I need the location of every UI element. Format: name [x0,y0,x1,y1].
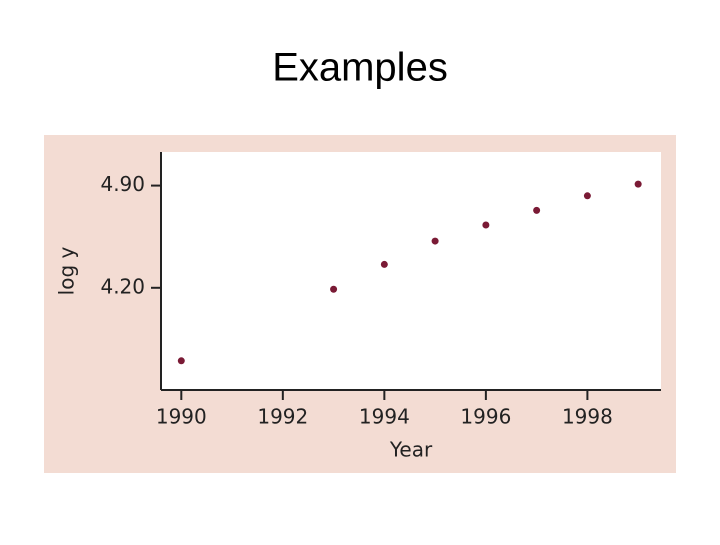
x-axis-label: Year [389,438,433,462]
x-tick-label: 1998 [562,405,613,429]
y-tick-label: 4.20 [100,274,145,298]
y-axis-label: log y [55,246,79,295]
data-point [177,357,185,365]
slide-title: Examples [272,46,448,90]
data-point [330,285,338,293]
data-point [380,260,388,268]
x-tick-label: 1992 [257,405,308,429]
y-tick-label: 4.90 [100,172,145,196]
data-point [482,221,490,229]
plot-area [161,152,661,390]
data-point [634,180,642,188]
data-point [533,206,541,214]
x-tick-label: 1994 [359,405,410,429]
data-point [583,192,591,200]
x-tick-label: 1996 [460,405,511,429]
x-tick-label: 1990 [156,405,207,429]
data-point [431,237,439,245]
